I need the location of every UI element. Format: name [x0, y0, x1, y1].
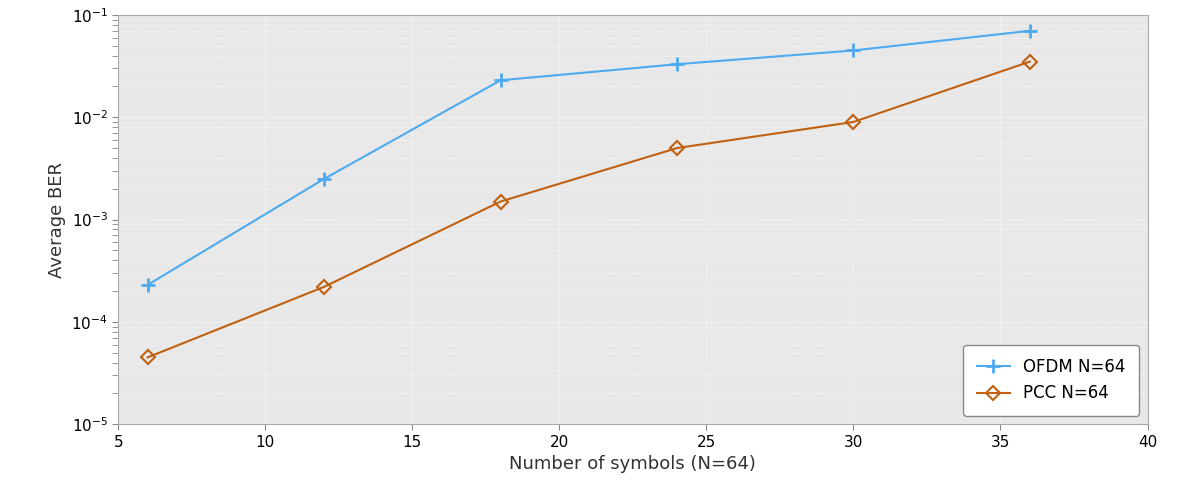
- OFDM N=64: [317, 176, 331, 182]
- OFDM N=64: [1023, 28, 1037, 34]
- PCC N=64: [1023, 58, 1037, 64]
- Legend: OFDM N=64, PCC N=64: OFDM N=64, PCC N=64: [963, 345, 1139, 416]
- Line: OFDM N=64: OFDM N=64: [141, 24, 1036, 292]
- X-axis label: Number of symbols (N=64): Number of symbols (N=64): [510, 455, 756, 473]
- PCC N=64: [670, 145, 684, 151]
- OFDM N=64: [141, 282, 155, 288]
- OFDM N=64: [670, 61, 684, 67]
- PCC N=64: [141, 354, 155, 360]
- PCC N=64: [493, 199, 508, 205]
- OFDM N=64: [493, 77, 508, 83]
- PCC N=64: [846, 119, 860, 125]
- Y-axis label: Average BER: Average BER: [47, 162, 66, 277]
- OFDM N=64: [846, 47, 860, 53]
- Line: PCC N=64: PCC N=64: [143, 57, 1035, 362]
- PCC N=64: [317, 284, 331, 290]
